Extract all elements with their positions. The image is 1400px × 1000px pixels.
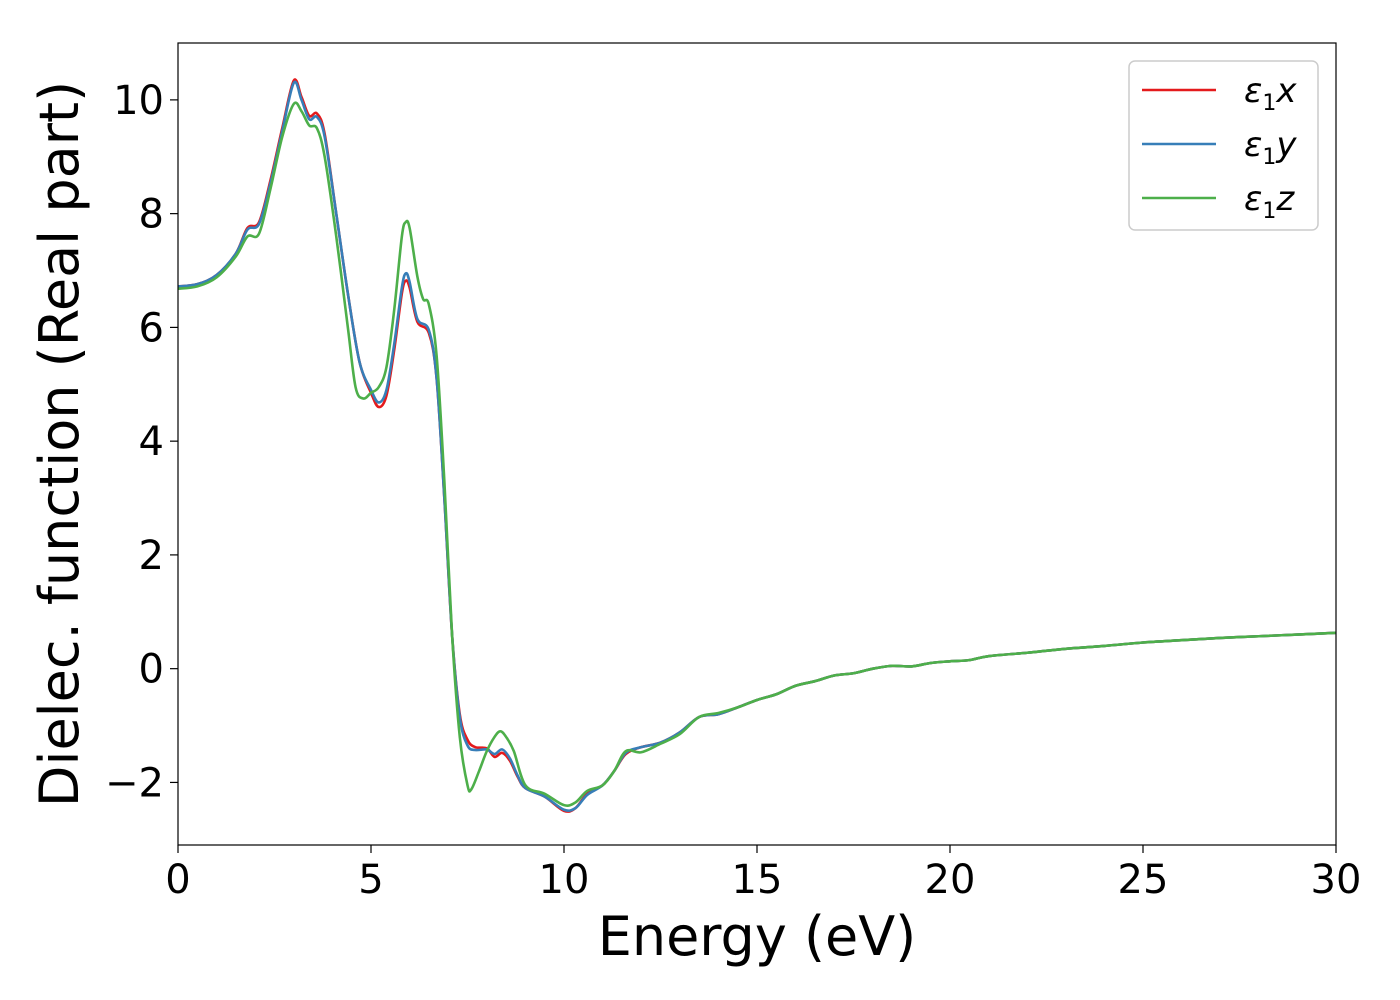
x-tick-label: 20 bbox=[925, 857, 976, 903]
x-axis: 0 5 10 15 20 25 30 bbox=[165, 845, 1361, 903]
legend: ε1x ε1y ε1z bbox=[1128, 60, 1319, 231]
legend-label-y: ε1y bbox=[1244, 125, 1297, 170]
x-tick-label: 30 bbox=[1311, 857, 1362, 903]
legend-box bbox=[1128, 60, 1319, 231]
y-tick-label: 4 bbox=[139, 419, 164, 465]
x-tick-label: 5 bbox=[358, 857, 383, 903]
y-axis-title: Dielec. function (Real part) bbox=[28, 81, 91, 807]
y-tick-label: −2 bbox=[105, 760, 164, 806]
series-line-z bbox=[178, 101, 1336, 807]
x-tick-label: 0 bbox=[165, 857, 190, 903]
x-tick-label: 25 bbox=[1118, 857, 1169, 903]
series-layer bbox=[178, 78, 1336, 813]
y-tick-label: 8 bbox=[139, 192, 164, 238]
y-tick-label: 2 bbox=[139, 533, 164, 579]
y-tick-label: 0 bbox=[139, 647, 164, 693]
x-tick-label: 10 bbox=[539, 857, 590, 903]
legend-label-x: ε1x bbox=[1244, 71, 1297, 116]
y-tick-label: 10 bbox=[113, 78, 164, 124]
x-axis-title: Energy (eV) bbox=[598, 905, 917, 968]
x-tick-label: 15 bbox=[732, 857, 783, 903]
y-tick-label: 6 bbox=[139, 305, 164, 351]
y-axis: −2 0 2 4 6 8 10 bbox=[105, 78, 178, 806]
legend-label-z: ε1z bbox=[1244, 179, 1295, 224]
